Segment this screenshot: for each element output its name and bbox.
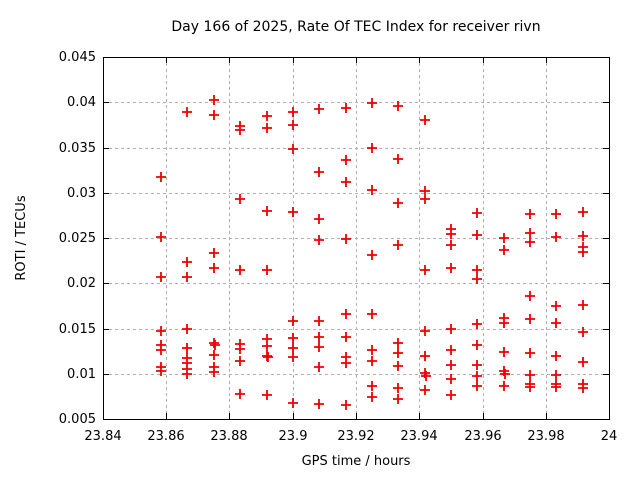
- y-tick-label: 0.025: [58, 231, 96, 246]
- x-tick-label: 23.86: [147, 429, 185, 444]
- x-tick-label: 23.98: [527, 429, 565, 444]
- x-tick-label: 23.84: [84, 429, 122, 444]
- x-axis-label: GPS time / hours: [301, 454, 411, 469]
- x-tick-label: 24: [600, 429, 618, 444]
- x-tick-label: 23.9: [278, 429, 308, 444]
- y-tick-label: 0.005: [58, 412, 96, 427]
- x-tick-label: 23.88: [210, 429, 248, 444]
- x-tick-label: 23.94: [400, 429, 438, 444]
- y-tick-label: 0.035: [58, 141, 96, 156]
- y-tick-label: 0.02: [67, 276, 96, 291]
- grid-lines: [103, 57, 609, 419]
- plot-border: [103, 57, 610, 420]
- chart-title: Day 166 of 2025, Rate Of TEC Index for r…: [171, 19, 541, 35]
- y-tick-label: 0.04: [67, 95, 96, 110]
- x-tick-label: 23.96: [464, 429, 502, 444]
- y-tick-label: 0.015: [58, 322, 96, 337]
- y-tick-label: 0.045: [58, 50, 96, 65]
- y-tick-label: 0.03: [67, 186, 96, 201]
- data-points: [156, 95, 588, 410]
- x-tick-label: 23.92: [337, 429, 375, 444]
- data-point-marker: [156, 95, 588, 410]
- y-tick-label: 0.01: [67, 367, 96, 382]
